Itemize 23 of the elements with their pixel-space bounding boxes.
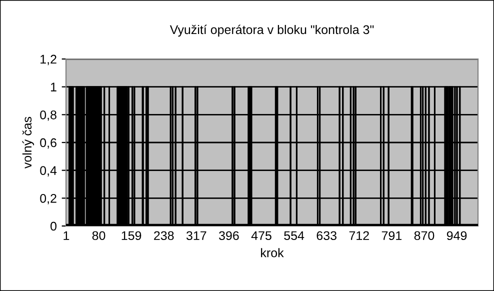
x-tick-label: 159	[122, 231, 142, 240]
x-tick-label: 949	[446, 231, 467, 240]
y-tick-label: 0,8	[40, 110, 56, 121]
y-tick-label: 0,2	[40, 194, 56, 204]
x-tick-label: 1	[64, 231, 70, 240]
y-tick-label: 0,6	[40, 138, 56, 149]
x-tick-label: 712	[349, 231, 369, 240]
x-tick-label: 554	[284, 231, 304, 240]
chart-title: Využití operátora v bloku "kontrola 3"	[170, 24, 374, 37]
y-tick-label: 0	[50, 222, 56, 231]
y-axis-title: volný čas	[22, 116, 34, 169]
x-tick-label: 475	[251, 231, 272, 240]
x-tick-label: 633	[316, 231, 336, 240]
x-tick-label: 317	[186, 231, 206, 240]
x-tick-label: 238	[154, 231, 174, 240]
x-tick-label: 791	[382, 231, 402, 240]
y-tick-label: 1,2	[40, 54, 56, 66]
x-tick-label: 80	[92, 231, 106, 240]
x-tick-label: 870	[414, 231, 434, 240]
x-tick-label: 396	[218, 231, 239, 240]
x-axis-title: krok	[261, 248, 284, 258]
y-tick-label: 0,4	[40, 166, 57, 176]
y-tick-label: 1	[50, 82, 56, 92]
